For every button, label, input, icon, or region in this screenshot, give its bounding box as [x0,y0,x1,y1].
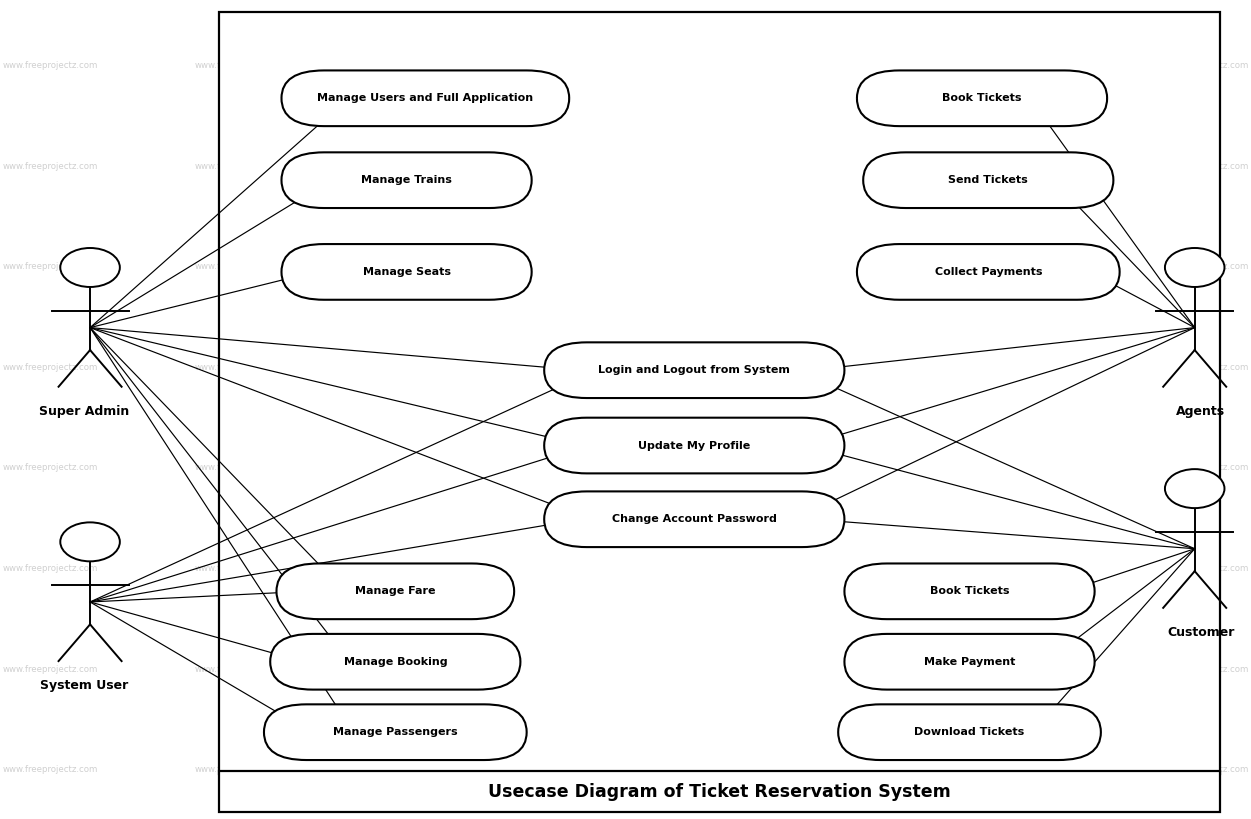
Text: www.freeprojectz.com: www.freeprojectz.com [962,564,1057,573]
Text: Book Tickets: Book Tickets [929,586,1010,596]
Text: www.freeprojectz.com: www.freeprojectz.com [962,262,1057,271]
FancyBboxPatch shape [281,244,532,300]
Text: Collect Payments: Collect Payments [934,267,1042,277]
Text: www.freeprojectz.com: www.freeprojectz.com [387,363,482,372]
Text: www.freeprojectz.com: www.freeprojectz.com [962,665,1057,674]
Text: Manage Seats: Manage Seats [363,267,450,277]
Circle shape [60,523,120,561]
FancyBboxPatch shape [276,563,514,619]
Text: www.freeprojectz.com: www.freeprojectz.com [769,61,864,70]
Text: www.freeprojectz.com: www.freeprojectz.com [3,363,98,372]
Text: Usecase Diagram of Ticket Reservation System: Usecase Diagram of Ticket Reservation Sy… [488,783,951,801]
Text: www.freeprojectz.com: www.freeprojectz.com [769,665,864,674]
Text: www.freeprojectz.com: www.freeprojectz.com [769,766,864,774]
FancyBboxPatch shape [857,70,1107,126]
FancyBboxPatch shape [264,704,527,760]
Text: www.freeprojectz.com: www.freeprojectz.com [962,766,1057,774]
Text: Agents: Agents [1176,405,1226,418]
Text: www.freeprojectz.com: www.freeprojectz.com [3,161,98,170]
Text: Download Tickets: Download Tickets [914,727,1025,737]
Text: Manage Booking: Manage Booking [344,657,447,667]
Text: www.freeprojectz.com: www.freeprojectz.com [3,665,98,674]
Text: Manage Users and Full Application: Manage Users and Full Application [318,93,533,103]
Text: www.freeprojectz.com: www.freeprojectz.com [578,464,673,473]
Text: www.freeprojectz.com: www.freeprojectz.com [578,363,673,372]
Text: www.freeprojectz.com: www.freeprojectz.com [1153,363,1248,372]
Text: www.freeprojectz.com: www.freeprojectz.com [194,262,289,271]
FancyBboxPatch shape [219,771,1220,812]
Text: www.freeprojectz.com: www.freeprojectz.com [194,665,289,674]
Text: Manage Fare: Manage Fare [355,586,435,596]
FancyBboxPatch shape [844,634,1095,690]
Text: www.freeprojectz.com: www.freeprojectz.com [578,61,673,70]
Text: Make Payment: Make Payment [923,657,1016,667]
FancyBboxPatch shape [270,634,520,690]
Text: Manage Trains: Manage Trains [362,175,452,185]
Text: www.freeprojectz.com: www.freeprojectz.com [387,464,482,473]
Text: www.freeprojectz.com: www.freeprojectz.com [1153,564,1248,573]
Text: www.freeprojectz.com: www.freeprojectz.com [3,262,98,271]
Text: Send Tickets: Send Tickets [948,175,1028,185]
Text: www.freeprojectz.com: www.freeprojectz.com [3,61,98,70]
Text: www.freeprojectz.com: www.freeprojectz.com [194,363,289,372]
Text: Book Tickets: Book Tickets [942,93,1022,103]
Text: www.freeprojectz.com: www.freeprojectz.com [578,766,673,774]
Text: www.freeprojectz.com: www.freeprojectz.com [1153,766,1248,774]
FancyBboxPatch shape [838,704,1101,760]
Circle shape [60,248,120,287]
Text: www.freeprojectz.com: www.freeprojectz.com [769,564,864,573]
Text: www.freeprojectz.com: www.freeprojectz.com [3,766,98,774]
Text: Change Account Password: Change Account Password [612,514,777,524]
Text: www.freeprojectz.com: www.freeprojectz.com [962,363,1057,372]
Text: Login and Logout from System: Login and Logout from System [598,365,791,375]
Text: www.freeprojectz.com: www.freeprojectz.com [962,464,1057,473]
Text: www.freeprojectz.com: www.freeprojectz.com [769,363,864,372]
FancyBboxPatch shape [844,563,1095,619]
Text: www.freeprojectz.com: www.freeprojectz.com [387,161,482,170]
Text: www.freeprojectz.com: www.freeprojectz.com [1153,665,1248,674]
Text: Update My Profile: Update My Profile [638,441,751,450]
Text: www.freeprojectz.com: www.freeprojectz.com [387,766,482,774]
Text: www.freeprojectz.com: www.freeprojectz.com [194,464,289,473]
Text: www.freeprojectz.com: www.freeprojectz.com [387,665,482,674]
Text: www.freeprojectz.com: www.freeprojectz.com [3,564,98,573]
FancyBboxPatch shape [863,152,1113,208]
Text: www.freeprojectz.com: www.freeprojectz.com [387,262,482,271]
Text: www.freeprojectz.com: www.freeprojectz.com [578,564,673,573]
Text: www.freeprojectz.com: www.freeprojectz.com [1153,464,1248,473]
Text: www.freeprojectz.com: www.freeprojectz.com [387,61,482,70]
FancyBboxPatch shape [857,244,1120,300]
FancyBboxPatch shape [219,12,1220,774]
Text: www.freeprojectz.com: www.freeprojectz.com [194,161,289,170]
Text: www.freeprojectz.com: www.freeprojectz.com [194,564,289,573]
Circle shape [1165,469,1225,508]
Text: www.freeprojectz.com: www.freeprojectz.com [387,564,482,573]
FancyBboxPatch shape [281,152,532,208]
Text: www.freeprojectz.com: www.freeprojectz.com [962,161,1057,170]
Circle shape [1165,248,1225,287]
Text: Customer: Customer [1167,627,1235,639]
Text: System User: System User [40,680,128,692]
FancyBboxPatch shape [281,70,569,126]
Text: www.freeprojectz.com: www.freeprojectz.com [1153,262,1248,271]
FancyBboxPatch shape [544,418,844,473]
Text: www.freeprojectz.com: www.freeprojectz.com [578,161,673,170]
FancyBboxPatch shape [544,491,844,547]
Text: Manage Passengers: Manage Passengers [333,727,458,737]
Text: www.freeprojectz.com: www.freeprojectz.com [578,665,673,674]
Text: www.freeprojectz.com: www.freeprojectz.com [1153,161,1248,170]
Text: www.freeprojectz.com: www.freeprojectz.com [769,262,864,271]
Text: www.freeprojectz.com: www.freeprojectz.com [194,61,289,70]
Text: Super Admin: Super Admin [39,405,129,418]
Text: www.freeprojectz.com: www.freeprojectz.com [1153,61,1248,70]
Text: www.freeprojectz.com: www.freeprojectz.com [578,262,673,271]
Text: www.freeprojectz.com: www.freeprojectz.com [194,766,289,774]
FancyBboxPatch shape [544,342,844,398]
Text: www.freeprojectz.com: www.freeprojectz.com [3,464,98,473]
Text: www.freeprojectz.com: www.freeprojectz.com [962,61,1057,70]
Text: www.freeprojectz.com: www.freeprojectz.com [769,161,864,170]
Text: www.freeprojectz.com: www.freeprojectz.com [769,464,864,473]
